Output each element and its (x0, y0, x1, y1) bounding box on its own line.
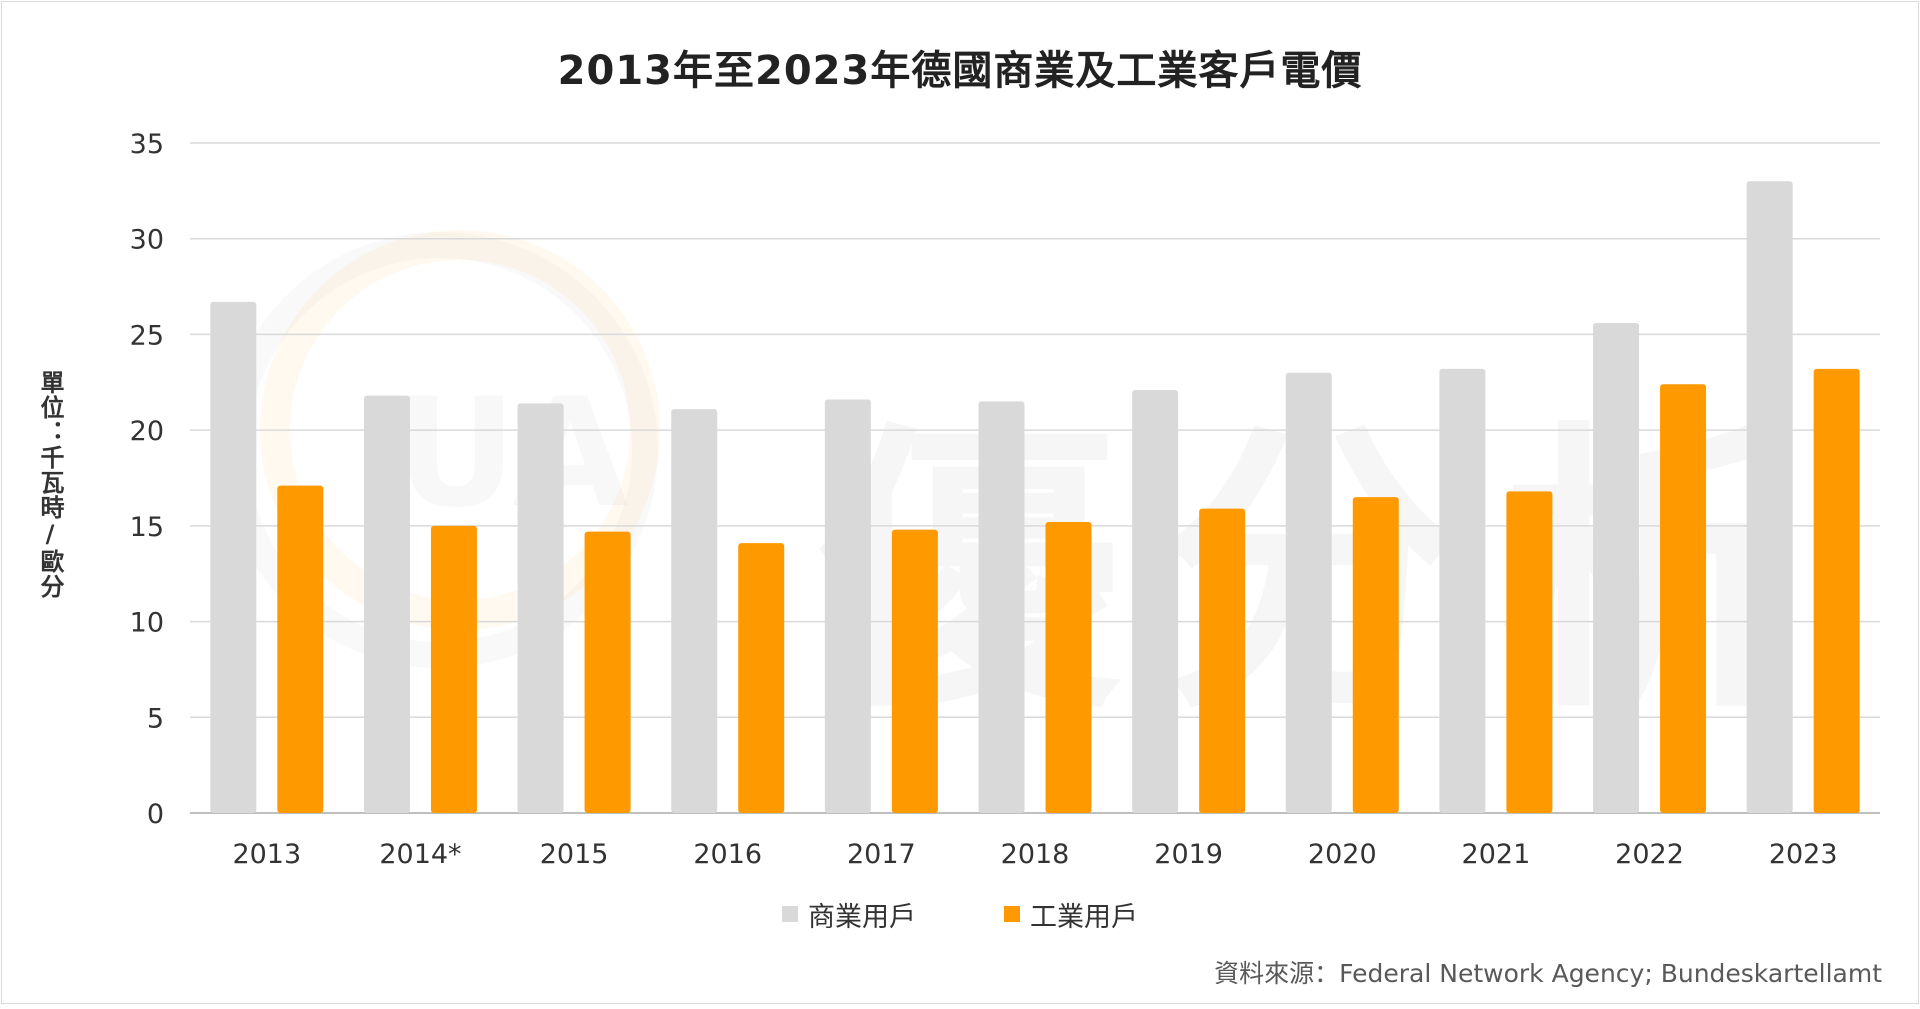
bar-industrial (430, 525, 477, 813)
x-tick-label: 2021 (1462, 839, 1531, 870)
bar-commercial (1439, 368, 1486, 813)
bar-industrial (1352, 497, 1399, 813)
y-tick-label: 25 (130, 320, 164, 351)
legend: 商業用戶 工業用戶 (0, 894, 1920, 934)
y-tick-label: 0 (147, 799, 164, 830)
legend-label-industrial: 工業用戶 (1030, 901, 1138, 933)
y-tick-label: 5 (147, 703, 164, 734)
legend-item-commercial: 商業用戶 (782, 895, 916, 934)
bar-industrial (891, 529, 938, 813)
chart-title: 2013年至2023年德國商業及工業客戶電價 (557, 48, 1363, 94)
legend-swatch-commercial (782, 906, 798, 922)
x-tick-label: 2020 (1308, 839, 1377, 870)
bar-commercial (824, 399, 871, 813)
x-tick-label: 2015 (540, 839, 609, 870)
bar-commercial (1593, 322, 1640, 813)
bar-industrial (1660, 384, 1707, 813)
bar-commercial (978, 401, 1025, 813)
source-note: 資料來源：Federal Network Agency; Bundeskarte… (1214, 959, 1882, 988)
x-tick-label: 2016 (693, 839, 762, 870)
legend-item-industrial: 工業用戶 (1004, 895, 1138, 934)
legend-label-commercial: 商業用戶 (808, 901, 916, 933)
bar-commercial (671, 409, 718, 813)
bar-industrial (1045, 522, 1092, 813)
bar-industrial (1506, 491, 1553, 813)
x-tick-label: 2014* (379, 839, 461, 870)
bar-commercial (1132, 389, 1179, 813)
y-tick-label: 15 (130, 512, 164, 543)
y-tick-label: 30 (130, 225, 164, 256)
bar-industrial (1813, 368, 1860, 813)
x-tick-label: 2023 (1769, 839, 1838, 870)
bar-industrial (277, 485, 324, 813)
bar-commercial (1285, 372, 1332, 813)
y-tick-label: 20 (130, 416, 164, 447)
bar-industrial (738, 543, 785, 813)
x-tick-label: 2019 (1154, 839, 1223, 870)
bar-commercial (1746, 181, 1793, 814)
bar-commercial (517, 403, 564, 813)
legend-swatch-industrial (1004, 906, 1020, 922)
y-axis-label: 單位：千瓦時/歐分 (36, 370, 64, 599)
bar-industrial (1199, 508, 1246, 813)
bar-commercial (363, 395, 410, 813)
y-tick-label: 10 (130, 608, 164, 639)
bar-industrial (584, 531, 631, 813)
bar-commercial (210, 301, 257, 813)
y-tick-label: 35 (130, 129, 164, 160)
x-tick-label: 2017 (847, 839, 916, 870)
x-tick-label: 2013 (232, 839, 301, 870)
x-tick-label: 2018 (1001, 839, 1070, 870)
x-tick-label: 2022 (1615, 839, 1684, 870)
